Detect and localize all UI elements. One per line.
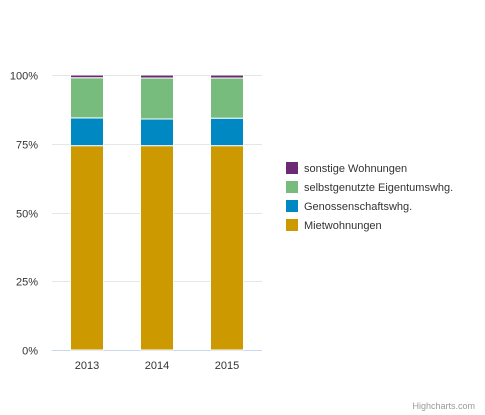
y-axis-tick-labels: 0% 25% 50% 75% 100% [10, 71, 38, 358]
bar-stack-2013 [70, 74, 104, 351]
legend-label: sonstige Wohnungen [304, 163, 407, 175]
y-tick-label: 0% [22, 346, 38, 358]
bar-selbstgenutzte-eigentumswhg-2014[interactable] [140, 77, 174, 120]
bar-mietwohnungen-2013[interactable] [70, 145, 104, 351]
bar-stack-2015 [210, 74, 244, 351]
legend-swatch [286, 219, 298, 231]
bar-stacks [70, 74, 244, 351]
x-tick-label: 2015 [215, 360, 239, 372]
credits-link[interactable]: Highcharts.com [412, 401, 475, 411]
legend-label: selbstgenutzte Eigentumswhg. [304, 182, 453, 194]
bar-selbstgenutzte-eigentumswhg-2013[interactable] [70, 77, 104, 119]
legend-swatch [286, 181, 298, 193]
x-tick-label: 2014 [145, 360, 169, 372]
bar-mietwohnungen-2015[interactable] [210, 145, 244, 351]
y-tick-label: 75% [16, 140, 38, 152]
legend-label: Mietwohnungen [304, 220, 382, 232]
bar-genossenschaftswhg-2013[interactable] [70, 117, 104, 147]
bar-genossenschaftswhg-2014[interactable] [140, 118, 174, 147]
bar-sonstige-wohnungen-2014[interactable] [140, 74, 174, 79]
bar-mietwohnungen-2014[interactable] [140, 145, 174, 351]
legend-item-genossenschaftswhg[interactable]: Genossenschaftswhg. [286, 200, 412, 213]
legend-label: Genossenschaftswhg. [304, 201, 412, 213]
legend-item-mietwohnungen[interactable]: Mietwohnungen [286, 219, 382, 232]
bar-genossenschaftswhg-2015[interactable] [210, 117, 244, 147]
x-tick-label: 2013 [75, 360, 99, 372]
bar-sonstige-wohnungen-2015[interactable] [210, 74, 244, 79]
y-tick-label: 50% [16, 209, 38, 221]
legend: sonstige Wohnungen selbstgenutzte Eigentu… [286, 162, 453, 232]
legend-item-sonstige-wohnungen[interactable]: sonstige Wohnungen [286, 162, 407, 175]
bar-sonstige-wohnungen-2013[interactable] [70, 74, 104, 79]
legend-item-selbstgenutzte-eigentumswhg[interactable]: selbstgenutzte Eigentumswhg. [286, 181, 453, 194]
bar-selbstgenutzte-eigentumswhg-2015[interactable] [210, 77, 244, 119]
y-tick-label: 100% [10, 71, 38, 83]
legend-swatch [286, 162, 298, 174]
legend-swatch [286, 200, 298, 212]
x-axis-tick-labels: 2013 2014 2015 [75, 360, 239, 372]
bar-stack-2014 [140, 74, 174, 351]
y-tick-label: 25% [16, 277, 38, 289]
